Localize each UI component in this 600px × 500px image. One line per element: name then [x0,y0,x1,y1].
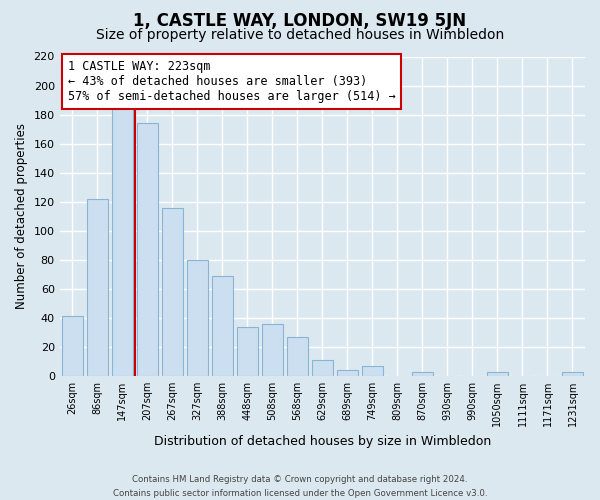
Bar [362,366,383,376]
Bar [112,108,133,376]
Bar [287,336,308,376]
Bar [487,372,508,376]
Bar [86,199,108,376]
Text: Contains HM Land Registry data © Crown copyright and database right 2024.
Contai: Contains HM Land Registry data © Crown c… [113,476,487,498]
Bar [212,276,233,376]
Bar [562,372,583,376]
Bar [187,260,208,376]
Text: 1 CASTLE WAY: 223sqm
← 43% of detached houses are smaller (393)
57% of semi-deta: 1 CASTLE WAY: 223sqm ← 43% of detached h… [68,60,395,102]
Bar [236,326,258,376]
Bar [262,324,283,376]
X-axis label: Distribution of detached houses by size in Wimbledon: Distribution of detached houses by size … [154,434,491,448]
Bar [137,124,158,376]
Bar [62,316,83,376]
Text: Size of property relative to detached houses in Wimbledon: Size of property relative to detached ho… [96,28,504,42]
Bar [337,370,358,376]
Bar [161,208,183,376]
Text: 1, CASTLE WAY, LONDON, SW19 5JN: 1, CASTLE WAY, LONDON, SW19 5JN [133,12,467,30]
Bar [412,372,433,376]
Y-axis label: Number of detached properties: Number of detached properties [15,123,28,309]
Bar [312,360,333,376]
